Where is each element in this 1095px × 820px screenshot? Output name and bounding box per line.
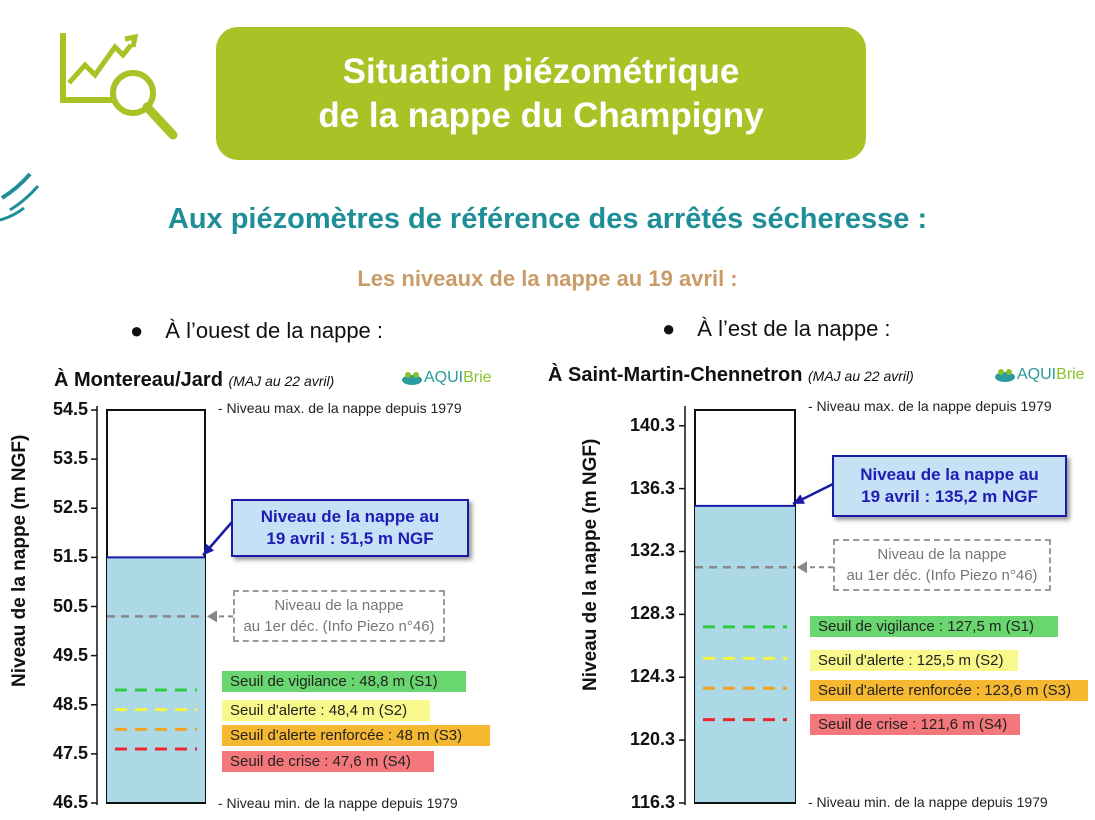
water-level-bar-west [107, 557, 205, 803]
tick-label: 52.5 [52, 497, 88, 518]
brand-a-east: AQUI [1017, 366, 1057, 383]
note-max-west: - Niveau max. de la nappe depuis 1979 [218, 400, 462, 416]
station-title-east: À Saint-Martin-Chennetron (MAJ au 22 avr… [548, 364, 914, 387]
threshold-alerte-west: Seuil d'alerte : 48,4 m (S2) [222, 700, 430, 721]
threshold-crise-east: Seuil de crise : 121,6 m (S4) [810, 714, 1020, 735]
callout-line-2-east: 19 avril : 135,2 m NGF [861, 487, 1038, 506]
subtitle: Aux piézomètres de référence des arrêtés… [167, 203, 928, 235]
aquibrie-logo-icon [995, 368, 1015, 382]
aquibrie-logo-east: AQUIBrie [993, 366, 1085, 384]
threshold-renforcee-east: Seuil d'alerte renforcée : 123,6 m (S3) [810, 680, 1088, 701]
callout-line-2-west: 19 avril : 51,5 m NGF [266, 529, 434, 548]
first-dec-box-west: Niveau de la nappe au 1er déc. (Info Pie… [233, 590, 445, 642]
brand-a-west: AQUI [424, 369, 464, 386]
title-banner: Situation piézométrique de la nappe du C… [216, 27, 866, 160]
station-name-west: À Montereau/Jard [54, 369, 223, 391]
tick-label: 46.5 [52, 792, 88, 812]
dec-line-1-west: Niveau de la nappe [274, 597, 404, 614]
water-level-bar-east [695, 505, 795, 803]
brand-b-west: Brie [463, 369, 492, 386]
station-name-east: À Saint-Martin-Chennetron [548, 364, 803, 386]
current-level-callout-west: Niveau de la nappe au 19 avril : 51,5 m … [231, 499, 469, 557]
dec-line-1-east: Niveau de la nappe [877, 546, 1007, 563]
tick-label: 136.3 [629, 477, 675, 498]
aquibrie-logo-icon [402, 371, 422, 385]
bullet-west-label: À l’ouest de la nappe : [165, 318, 384, 343]
title-line-2: de la nappe du Champigny [318, 95, 764, 135]
tick-label: 50.5 [52, 595, 88, 616]
threshold-crise-west: Seuil de crise : 47,6 m (S4) [222, 751, 434, 772]
first-dec-box-east: Niveau de la nappe au 1er déc. (Info Pie… [833, 539, 1051, 591]
current-level-callout-east: Niveau de la nappe au 19 avril : 135,2 m… [832, 455, 1067, 517]
bullet-east-label: À l’est de la nappe : [697, 316, 891, 341]
tick-label: 51.5 [52, 546, 88, 567]
threshold-vigilance-west: Seuil de vigilance : 48,8 m (S1) [222, 671, 466, 692]
tick-label: 124.3 [629, 666, 675, 687]
callout-arrowhead-east [793, 494, 805, 504]
tick-label: 49.5 [52, 644, 88, 665]
tick-label: 47.5 [52, 742, 88, 763]
bullet-east: ● À l’est de la nappe : [662, 316, 891, 341]
decorative-strokes-icon [0, 172, 40, 222]
callout-line-1-west: Niveau de la nappe au [260, 507, 440, 526]
threshold-renforcee-west: Seuil d'alerte renforcée : 48 m (S3) [222, 725, 490, 746]
tick-label: 54.5 [52, 399, 88, 419]
first-dec-arrowhead-west [207, 610, 217, 623]
callout-arrowhead-west [203, 543, 215, 556]
tick-label: 53.5 [52, 448, 88, 469]
threshold-alerte-east: Seuil d'alerte : 125,5 m (S2) [810, 650, 1018, 671]
note-min-east: - Niveau min. de la nappe depuis 1979 [808, 794, 1048, 810]
note-max-east: - Niveau max. de la nappe depuis 1979 [808, 398, 1052, 414]
station-title-west: À Montereau/Jard (MAJ au 22 avril) [54, 369, 334, 392]
callout-line-1-east: Niveau de la nappe au [860, 465, 1039, 484]
threshold-vigilance-east: Seuil de vigilance : 127,5 m (S1) [810, 616, 1058, 637]
maj-east: (MAJ au 22 avril) [808, 368, 914, 384]
bullet-west: ● À l’ouest de la nappe : [130, 318, 384, 343]
first-dec-arrowhead-east [797, 561, 807, 574]
dec-line-2-west: au 1er déc. (Info Piezo n°46) [243, 618, 435, 635]
tick-label: 132.3 [629, 540, 675, 561]
aquibrie-logo-west: AQUIBrie [400, 369, 492, 387]
brand-b-east: Brie [1056, 366, 1085, 383]
title-line-1: Situation piézométrique [342, 51, 740, 91]
tick-label: 140.3 [629, 414, 675, 435]
tick-label: 128.3 [629, 603, 675, 624]
tick-label: 120.3 [629, 729, 675, 750]
magnifier-chart-icon [60, 33, 178, 140]
date-line: Les niveaux de la nappe au 19 avril : [357, 266, 738, 291]
tick-label: 116.3 [630, 792, 675, 812]
note-min-west: - Niveau min. de la nappe depuis 1979 [218, 795, 458, 811]
dec-line-2-east: au 1er déc. (Info Piezo n°46) [846, 567, 1038, 584]
tick-label: 48.5 [52, 693, 88, 714]
maj-west: (MAJ au 22 avril) [228, 373, 335, 389]
